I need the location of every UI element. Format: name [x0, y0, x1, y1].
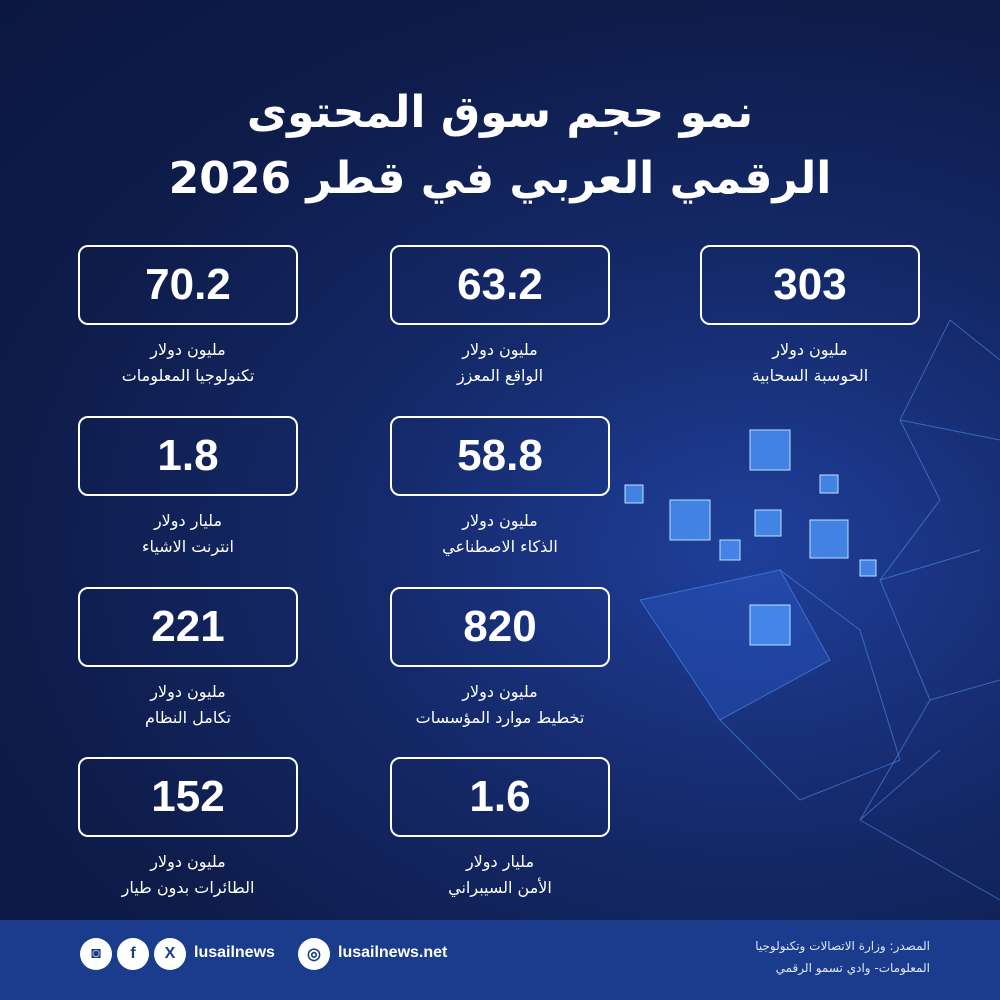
- value-box: 58.8: [390, 416, 610, 496]
- source-line: المصدر: وزارة الاتصالات وتكنولوجيا: [755, 939, 930, 953]
- source-line: المعلومات- وادي تسمو الرقمي: [775, 961, 930, 975]
- globe-icon: ◎: [298, 938, 330, 970]
- unit-text: مليون دولار: [462, 340, 538, 359]
- title-line: نمو حجم سوق المحتوى: [246, 87, 754, 138]
- illustration: [624, 319, 1000, 901]
- unit-text: مليون دولار: [150, 682, 226, 701]
- source: المصدر: وزارة الاتصالات وتكنولوجيا المعل…: [755, 935, 930, 979]
- unit-text: مليار دولار: [153, 511, 223, 530]
- unit-text: مليار دولار: [465, 852, 535, 871]
- caption: مليون دولار تكامل النظام: [78, 679, 298, 731]
- category-label: تكامل النظام: [145, 708, 231, 727]
- category-label: الذكاء الاصطناعي: [442, 537, 558, 556]
- social-handle[interactable]: lusailnews: [194, 944, 275, 961]
- unit-text: مليون دولار: [150, 340, 226, 359]
- unit-text: مليون دولار: [772, 340, 848, 359]
- caption: مليون دولار الذكاء الاصطناعي: [390, 508, 610, 560]
- unit-text: مليون دولار: [150, 852, 226, 871]
- caption: مليار دولار الأمن السيبراني: [390, 849, 610, 901]
- category-label: الطائرات بدون طيار: [121, 878, 255, 897]
- value-box: 820: [390, 587, 610, 667]
- category-label: الحوسبة السحابية: [751, 366, 869, 385]
- unit-text: مليون دولار: [462, 682, 538, 701]
- value-box: 303: [700, 245, 920, 325]
- category-label: تخطيط موارد المؤسسات: [415, 708, 585, 727]
- category-label: الواقع المعزز: [456, 366, 544, 385]
- caption: مليون دولار الواقع المعزز: [390, 337, 610, 389]
- x-icon[interactable]: X: [154, 938, 186, 970]
- caption: مليون دولار تكنولوجيا المعلومات: [78, 337, 298, 389]
- caption: مليون دولار الحوسبة السحابية: [700, 337, 920, 389]
- title: نمو حجم سوق المحتوى الرقمي العربي في قطر…: [0, 80, 1000, 212]
- title-line: الرقمي العربي في قطر 2026: [168, 153, 832, 204]
- category-label: تكنولوجيا المعلومات: [121, 366, 255, 385]
- value-box: 70.2: [78, 245, 298, 325]
- value-box: 1.6: [390, 757, 610, 837]
- caption: مليار دولار انترنت الاشياء: [78, 508, 298, 560]
- category-label: الأمن السيبراني: [448, 878, 552, 897]
- category-label: انترنت الاشياء: [141, 537, 234, 556]
- facebook-icon[interactable]: f: [117, 938, 149, 970]
- value-box: 152: [78, 757, 298, 837]
- website[interactable]: lusailnews.net: [338, 944, 448, 961]
- value-box: 63.2: [390, 245, 610, 325]
- caption: مليون دولار تخطيط موارد المؤسسات: [390, 679, 610, 731]
- caption: مليون دولار الطائرات بدون طيار: [78, 849, 298, 901]
- unit-text: مليون دولار: [462, 511, 538, 530]
- value-box: 1.8: [78, 416, 298, 496]
- value-box: 221: [78, 587, 298, 667]
- instagram-icon[interactable]: ◙: [80, 938, 112, 970]
